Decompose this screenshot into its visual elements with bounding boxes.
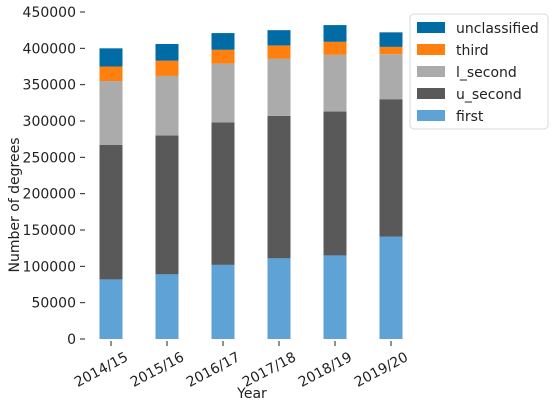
bar-u-second [323, 111, 347, 256]
bar-third [211, 49, 235, 64]
bar-first [323, 255, 347, 339]
legend-swatch-first [417, 110, 445, 121]
x-tick-label: 2014/15 [72, 349, 131, 390]
bar-first [379, 236, 403, 339]
y-tick-label: 400000 [23, 41, 76, 57]
bar-third [323, 41, 347, 55]
legend-label-third: third [456, 43, 489, 59]
y-tick-label: 450000 [23, 5, 76, 21]
bar-third [379, 46, 403, 55]
bar-first [211, 264, 235, 339]
y-axis: 0 50000 100000 150000 200000 250000 300000 3500… [23, 5, 85, 348]
bar-third [267, 45, 291, 59]
y-tick-label: 200000 [23, 187, 76, 203]
legend-swatch-third [417, 44, 445, 55]
legend-swatch-unclassified [417, 22, 445, 33]
bar-unclassified [211, 33, 235, 50]
y-tick-label: 50000 [31, 296, 76, 312]
legend-label-l-second: l_second [456, 65, 517, 81]
bar-u-second [379, 99, 403, 237]
y-tick-label: 0 [67, 332, 76, 348]
bar-l-second [211, 63, 235, 123]
x-tick-label: 2019/20 [352, 349, 411, 390]
x-tick-label: 2018/19 [296, 349, 355, 390]
x-axis: 2014/152015/162016/172017/182018/192019/… [72, 341, 411, 391]
legend-frame [409, 13, 549, 130]
bar-l-second [379, 54, 403, 100]
bar-u-second [211, 122, 235, 265]
x-tick-label: 2015/16 [128, 349, 187, 390]
bar-first [155, 274, 179, 339]
bar-unclassified [267, 30, 291, 46]
y-tick-label: 300000 [23, 114, 76, 130]
bar-first [267, 258, 291, 339]
legend-label-first: first [456, 109, 484, 125]
bars [99, 25, 403, 339]
bar-u-second [99, 144, 123, 280]
bar-unclassified [323, 25, 347, 42]
x-tick-label: 2016/17 [184, 349, 243, 390]
bar-u-second [155, 135, 179, 275]
bar-l-second [99, 81, 123, 145]
y-tick-label: 350000 [23, 78, 76, 94]
bar-unclassified [99, 48, 123, 67]
x-axis-label: Year [236, 386, 267, 402]
x-tick-label: 2017/18 [240, 349, 299, 390]
bar-l-second [155, 75, 179, 136]
bar-l-second [267, 58, 291, 116]
legend-label-unclassified: unclassified [456, 21, 539, 37]
legend-swatch-l-second [417, 66, 445, 77]
bar-unclassified [379, 32, 403, 47]
y-axis-label: Number of degrees [7, 138, 23, 273]
y-tick-label: 100000 [23, 259, 76, 275]
legend-label-u-second: u_second [456, 87, 522, 103]
bar-unclassified [155, 43, 179, 61]
y-tick-label: 150000 [23, 223, 76, 239]
y-tick-label: 250000 [23, 150, 76, 166]
bar-first [99, 279, 123, 339]
bar-third [155, 60, 179, 76]
legend-swatch-u-second [417, 88, 445, 99]
bar-l-second [323, 54, 347, 112]
bar-u-second [267, 115, 291, 259]
bar-third [99, 66, 123, 82]
